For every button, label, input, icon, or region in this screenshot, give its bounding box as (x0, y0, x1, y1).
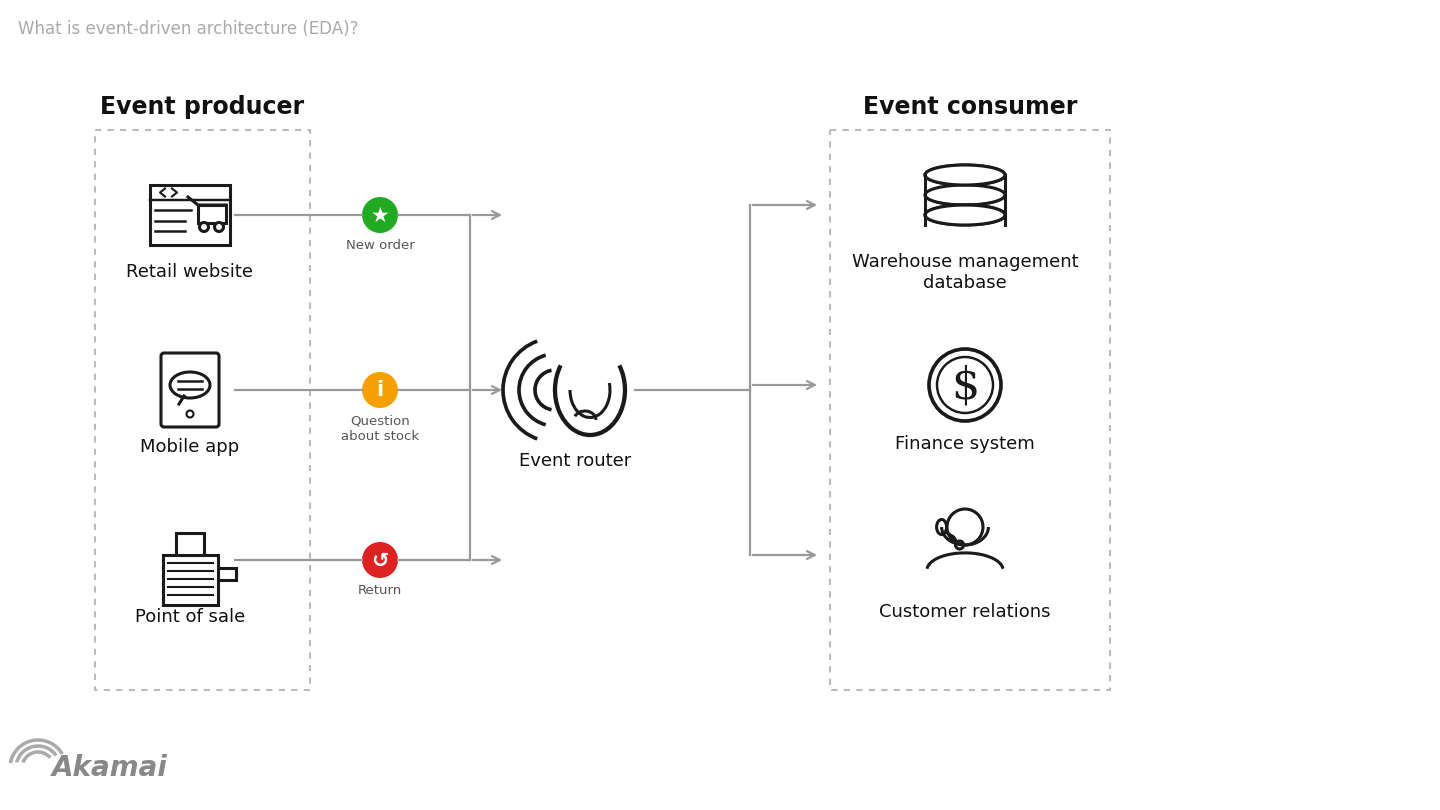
Ellipse shape (170, 372, 210, 398)
Bar (176, 533, 204, 555)
Circle shape (361, 372, 397, 408)
Text: Finance system: Finance system (896, 435, 1035, 453)
Text: Point of sale: Point of sale (135, 608, 245, 626)
Circle shape (361, 197, 397, 233)
Ellipse shape (924, 165, 1005, 185)
Text: Event producer: Event producer (101, 95, 305, 119)
Text: New order: New order (346, 239, 415, 252)
Text: Question
about stock: Question about stock (341, 414, 419, 443)
Circle shape (200, 223, 209, 232)
Ellipse shape (924, 205, 1005, 225)
Text: Event consumer: Event consumer (863, 95, 1077, 119)
Text: ↺: ↺ (372, 551, 389, 570)
Bar (163, 555, 217, 605)
Text: Mobile app: Mobile app (140, 438, 239, 456)
Circle shape (215, 223, 223, 232)
Text: Return: Return (359, 584, 402, 597)
Text: $: $ (950, 364, 979, 407)
Circle shape (361, 542, 397, 578)
Text: Warehouse management
database: Warehouse management database (851, 253, 1079, 292)
Text: Event router: Event router (518, 452, 631, 470)
Bar (217, 568, 236, 580)
Text: i: i (376, 381, 383, 400)
Text: What is event-driven architecture (EDA)?: What is event-driven architecture (EDA)? (17, 20, 359, 38)
Text: Retail website: Retail website (127, 263, 253, 281)
Text: Customer relations: Customer relations (880, 603, 1051, 621)
Ellipse shape (924, 185, 1005, 205)
Bar (199, 205, 226, 223)
Text: Akamai: Akamai (52, 754, 168, 782)
Bar (150, 185, 230, 245)
Ellipse shape (924, 205, 1005, 225)
Text: ★: ★ (370, 206, 389, 225)
